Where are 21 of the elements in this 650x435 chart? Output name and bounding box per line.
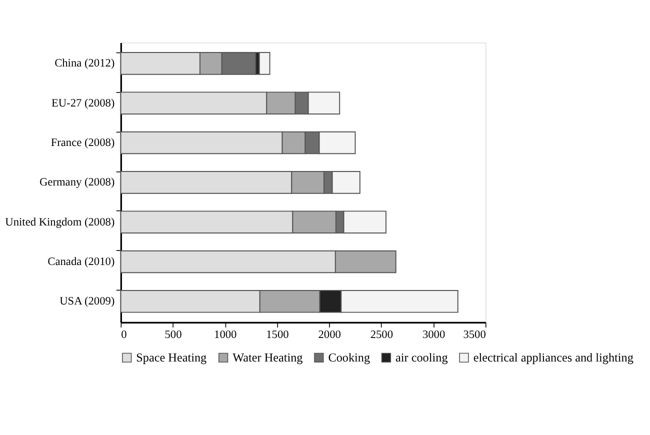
y-tick-label: Germany (2008) bbox=[39, 176, 115, 189]
x-tick-label: 1000 bbox=[214, 329, 238, 342]
legend-label: Cooking bbox=[328, 350, 370, 365]
legend-label: electrical appliances and lighting bbox=[473, 350, 634, 365]
x-tick-label: 3000 bbox=[422, 329, 446, 342]
legend-label: air cooling bbox=[396, 350, 448, 365]
y-tick-label: USA (2009) bbox=[60, 296, 115, 308]
x-tick-label: 0 bbox=[121, 329, 128, 342]
y-tick-label: France (2008) bbox=[50, 137, 115, 150]
y-tick-label: China (2012) bbox=[54, 58, 115, 70]
legend-label: Water Heating bbox=[232, 350, 303, 365]
y-tick-label: Canada (2010) bbox=[48, 256, 115, 268]
x-tick-label: 2000 bbox=[318, 329, 342, 342]
x-tick-label: 3500 bbox=[463, 329, 486, 342]
y-tick-label: EU-27 (2008) bbox=[51, 97, 115, 110]
x-tick-label: 500 bbox=[164, 329, 182, 342]
x-tick-label: 1500 bbox=[266, 329, 290, 342]
y-tick-label: United Kingdom (2008) bbox=[5, 216, 115, 228]
x-tick-label: 2500 bbox=[370, 329, 394, 342]
bar bbox=[258, 52, 270, 75]
legend-label: Space Heating bbox=[136, 350, 207, 365]
